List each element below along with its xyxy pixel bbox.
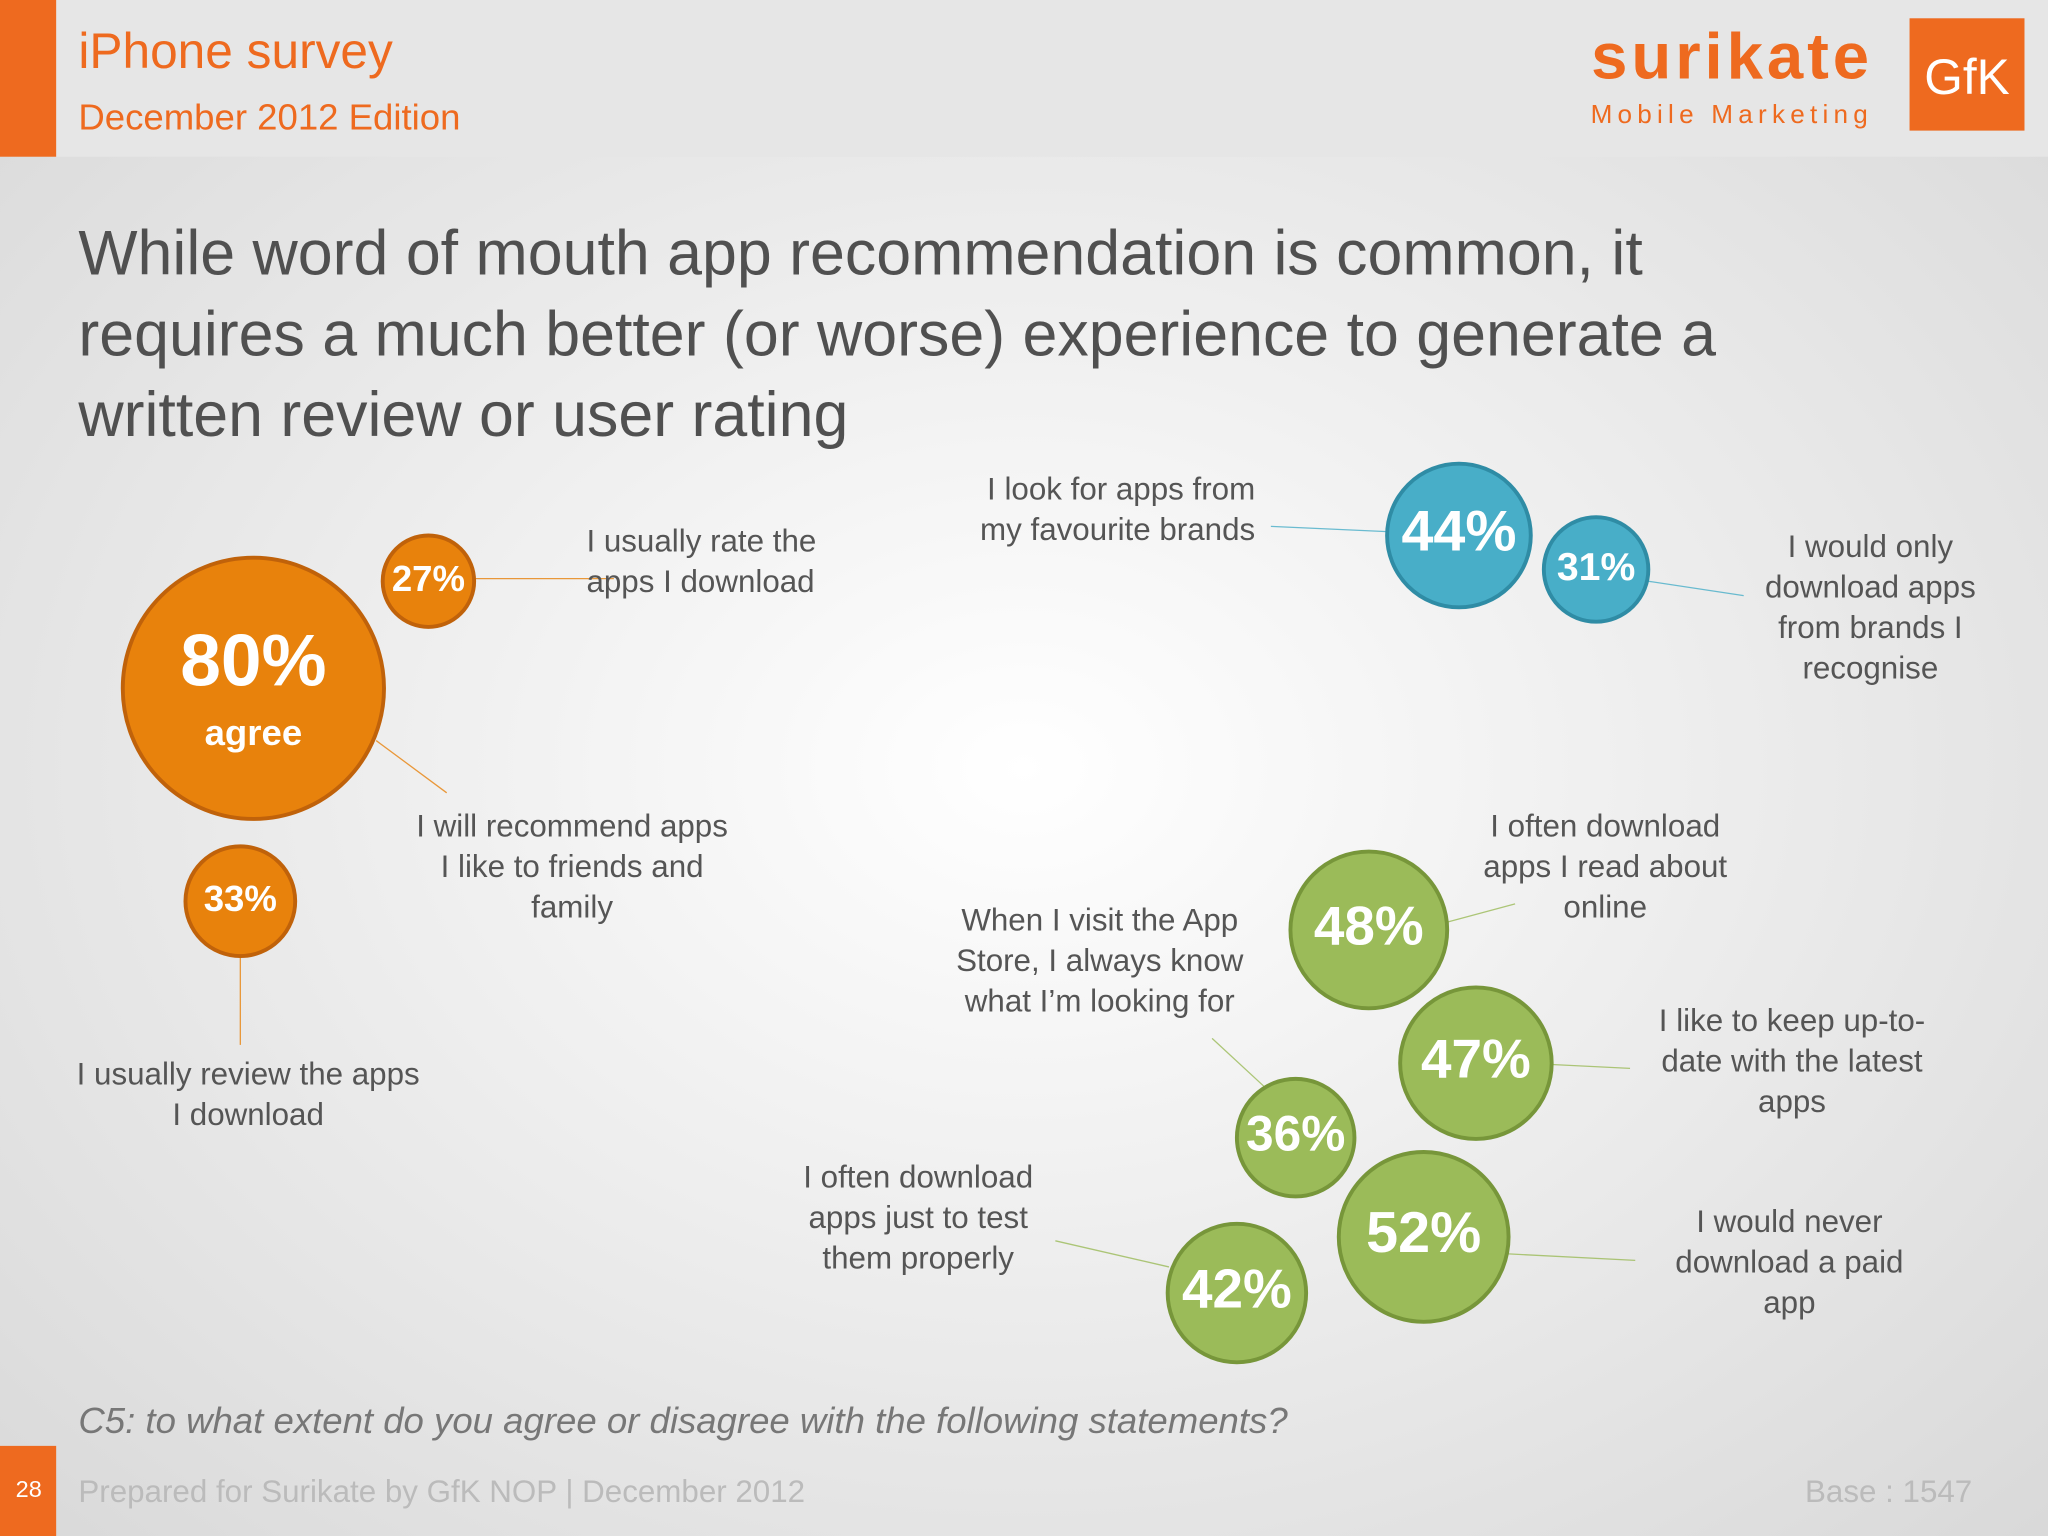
connector xyxy=(375,740,448,794)
statement-line: apps I read about xyxy=(1483,849,1727,884)
bubble xyxy=(1398,985,1554,1141)
statement-line: my favourite brands xyxy=(980,512,1255,547)
page-number-box xyxy=(0,1445,57,1536)
header-title: iPhone survey xyxy=(78,23,393,79)
statement-line: recognise xyxy=(1802,650,1938,685)
bubble-value: 42% xyxy=(1182,1258,1292,1320)
statement-line: them properly xyxy=(822,1241,1014,1276)
headline-line: While word of mouth app recommendation i… xyxy=(78,218,1642,288)
statement-line: I like to keep up-to- xyxy=(1659,1003,1925,1038)
page-number: 28 xyxy=(16,1476,42,1502)
statement-line: I would only xyxy=(1788,529,1954,564)
statement-line: online xyxy=(1563,889,1647,924)
bubble xyxy=(1541,515,1651,624)
connector xyxy=(1211,1037,1265,1088)
bubble xyxy=(1336,1150,1511,1324)
statement-line: When I visit the App xyxy=(961,902,1238,937)
statement-line: Store, I always know xyxy=(956,943,1244,978)
statement-line: I will recommend apps xyxy=(416,808,728,843)
bubble-value: 31% xyxy=(1557,546,1635,589)
connector xyxy=(1270,525,1388,533)
brand-logo: surikate xyxy=(1591,19,1873,92)
headline-line: requires a much better (or worse) experi… xyxy=(78,299,1716,369)
footer-prepared: Prepared for Surikate by GfK NOP | Decem… xyxy=(78,1474,805,1509)
statement-line: apps I download xyxy=(586,564,814,599)
bubble-value: 44% xyxy=(1401,500,1516,564)
headline-line: written review or user rating xyxy=(77,380,848,450)
statement-line: from brands I xyxy=(1778,610,1963,645)
connector xyxy=(1551,1063,1631,1070)
question: C5: to what extent do you agree or disag… xyxy=(78,1400,1288,1441)
bubble-value: 80% xyxy=(180,620,326,701)
bubble-value: 52% xyxy=(1366,1201,1481,1265)
bubble xyxy=(1165,1221,1309,1365)
statement-line: family xyxy=(531,889,613,924)
statement-line: I would never xyxy=(1696,1204,1882,1239)
brand-tagline: Mobile Marketing xyxy=(1591,99,1873,129)
statement-line: I download xyxy=(172,1097,324,1132)
statement-line: I look for apps from xyxy=(987,471,1255,506)
bubble-value: 47% xyxy=(1421,1028,1531,1090)
bubble-value: 33% xyxy=(204,878,277,919)
statement-line: what I’m looking for xyxy=(964,983,1235,1018)
bubble-caption: agree xyxy=(205,712,303,753)
footer-base: Base : 1547 xyxy=(1805,1474,1972,1509)
statement-line: I like to friends and xyxy=(441,849,704,884)
statement-line: date with the latest xyxy=(1661,1043,1923,1078)
statement-line: apps just to test xyxy=(808,1200,1028,1235)
headline: While word of mouth app recommendation i… xyxy=(77,218,1716,450)
connector xyxy=(1447,903,1516,923)
statement-line: app xyxy=(1763,1285,1815,1320)
bubble xyxy=(1385,461,1533,610)
connector xyxy=(1055,1240,1170,1268)
statement-line: I usually review the apps xyxy=(77,1057,420,1092)
statement-line: apps xyxy=(1758,1084,1826,1119)
statement-line: download a paid xyxy=(1675,1245,1903,1280)
statement-line: I usually rate the xyxy=(586,524,816,559)
bubble-value: 48% xyxy=(1314,894,1424,956)
statement-line: download apps xyxy=(1765,569,1976,604)
bubble xyxy=(380,533,477,629)
partner-logo: GfK xyxy=(1924,49,2010,105)
bubble-value: 36% xyxy=(1246,1106,1345,1162)
bubbles: 80% agree I will recommend apps I like to f… xyxy=(77,461,1976,1365)
connector xyxy=(1508,1253,1636,1262)
statement-line: I often download xyxy=(803,1160,1033,1195)
bubble xyxy=(183,844,298,959)
bubble xyxy=(1234,1076,1357,1199)
statement-line: I often download xyxy=(1490,808,1720,843)
bubble-value: 27% xyxy=(392,558,465,599)
header-subtitle: December 2012 Edition xyxy=(78,96,460,137)
header-band xyxy=(0,0,2048,157)
header-accent xyxy=(0,0,57,157)
bubble xyxy=(1288,849,1450,1011)
connector xyxy=(1648,580,1744,597)
bubble xyxy=(120,555,386,821)
partner-logo-box xyxy=(1909,18,2025,131)
